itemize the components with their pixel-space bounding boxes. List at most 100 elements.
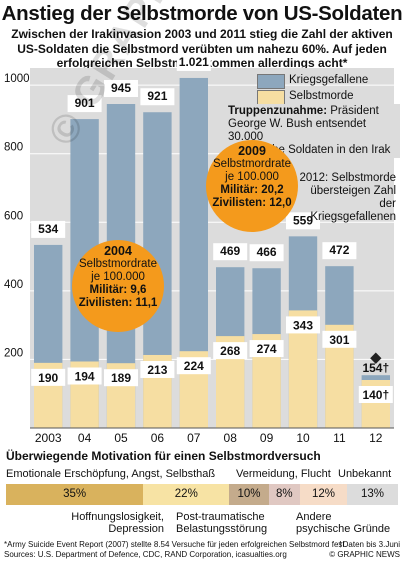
footnote-date: †Daten bis 3.Juni — [338, 540, 400, 549]
y-tick-label: 600 — [4, 210, 23, 222]
note-text: übersteigen Zahl der — [310, 185, 396, 210]
y-tick-label: 1000 — [4, 73, 30, 85]
data-label-selbstmorde: 343 — [293, 318, 313, 332]
bar-chart: 200 400 600 800 1000 534 190 2003 901 194 04 945 189… — [4, 53, 394, 445]
data-label-selbstmorde: 268 — [220, 344, 240, 358]
label-box — [249, 244, 284, 262]
data-label-kriegsgefallene: 534 — [38, 222, 58, 236]
motivation-segment: 35% — [6, 484, 144, 505]
label-box — [31, 220, 66, 238]
bubble-line: Selbstmordrate — [213, 158, 291, 170]
label-line: Hoffnungslosigkeit, — [71, 511, 164, 523]
label-box — [140, 360, 175, 378]
label-box — [176, 53, 211, 71]
data-label-kriegsgefallene: 1.021 — [179, 55, 209, 69]
legend-key-kriegsgefallene — [257, 74, 285, 89]
legend-label-selbstmorde: Selbstmorde — [289, 90, 354, 102]
motivation-segment: 12% — [300, 484, 348, 505]
data-label-selbstmorde: 140† — [362, 388, 389, 402]
x-tick-label: 07 — [187, 431, 201, 445]
note-text: Präsident — [327, 105, 379, 117]
label-box — [176, 357, 211, 375]
motivation-top-label: Unbekannt — [338, 468, 392, 480]
data-label-selbstmorde: 213 — [147, 363, 167, 377]
motivation-segment: 13% — [347, 484, 398, 505]
note-2012: 2012: Selbstmorde übersteigen Zahl der K… — [292, 172, 396, 224]
x-tick-label: 12 — [369, 431, 383, 445]
label-line: Depression — [108, 523, 164, 535]
bubble-line: Militär: 20,2 — [220, 184, 284, 196]
label-box — [322, 330, 357, 348]
label-box — [322, 242, 357, 260]
bubble-year: 2009 — [238, 144, 266, 158]
data-label-kriegsgefallene: 945 — [111, 81, 131, 95]
bubble-line: Zivilisten: 12,0 — [212, 197, 292, 209]
subtitle-line: Zwischen der Irakinvasion 2003 und 2011 … — [11, 27, 393, 41]
motivation-bottom-label: Andere psychische Gründe — [296, 511, 390, 535]
data-label-kriegsgefallene: 559 — [293, 213, 313, 227]
bubble-line: Zivilisten: 11,1 — [78, 297, 158, 309]
y-tick-label: 800 — [4, 142, 23, 154]
data-label-kriegsgefallene: 921 — [147, 89, 167, 103]
data-label-selbstmorde: 190 — [38, 371, 58, 385]
data-label-selbstmorde: 274 — [257, 342, 277, 356]
x-tick-label: 10 — [296, 431, 310, 445]
label-box — [31, 368, 66, 386]
motivation-segment: 8% — [268, 484, 300, 505]
subtitle-line: US-Soldaten die Selbstmord verübten um n… — [17, 41, 387, 56]
label-line: psychische Gründe — [296, 523, 391, 535]
label-box — [67, 367, 102, 385]
data-label-selbstmorde: 224 — [184, 359, 204, 373]
label-line: Post-traumatische — [176, 511, 265, 523]
motivation-segment: 10% — [229, 484, 269, 505]
data-label-selbstmorde: 194 — [75, 369, 95, 383]
bubble-line: Selbstmordrate — [79, 258, 157, 270]
note-text: Kriegsgefallenen — [310, 211, 396, 223]
note-heading: Truppenzunahme: — [228, 105, 328, 117]
data-label-selbstmorde: 189 — [111, 371, 131, 385]
x-tick-label: 05 — [114, 431, 128, 445]
motivation-title: Überwiegende Motivation für einen Selbst… — [6, 449, 321, 463]
label-box — [213, 342, 248, 360]
bubble-line: je 100.000 — [225, 171, 279, 183]
data-label-kriegsgefallene: 466 — [257, 245, 277, 259]
sources: Sources: U.S. Department of Defence, CDC… — [4, 550, 287, 559]
motivation-top-label: Vermeidung, Flucht — [236, 468, 331, 480]
legend-key-selbstmorde — [257, 90, 285, 105]
rate-bubble-2004: 2004 Selbstmordrate je 100.000 Militär: … — [72, 240, 164, 332]
data-label-kriegsgefallene: 901 — [75, 96, 95, 110]
x-tick-label: 09 — [260, 431, 274, 445]
motivation-bottom-label: Post-traumatische Belastungsstörung — [176, 511, 267, 535]
label-line: Belastungsstörung — [176, 523, 268, 535]
rate-bubble-2009: 2009 Selbstmordrate je 100.000 Militär: … — [206, 140, 298, 232]
label-box — [104, 80, 138, 97]
label-box — [213, 243, 248, 261]
label-box — [286, 316, 320, 334]
label-box — [358, 386, 393, 403]
label-box — [67, 95, 102, 113]
y-tick-label: 400 — [4, 279, 23, 291]
x-tick-label: 04 — [78, 431, 92, 445]
chart-title: Anstieg der Selbstmorde von US-Soldaten — [1, 2, 403, 25]
label-box — [249, 340, 284, 358]
bubble-year: 2004 — [104, 244, 132, 258]
motivation-segment: 22% — [143, 484, 230, 505]
bubble-line: je 100.000 — [91, 271, 145, 283]
label-line: Andere — [296, 511, 332, 523]
data-label-kriegsgefallene: 469 — [220, 244, 240, 258]
marker-diamond — [370, 352, 382, 364]
data-label-kriegsgefallene: 154† — [362, 361, 389, 375]
data-label-kriegsgefallene: 472 — [329, 243, 349, 257]
bubble-line: Militär: 9,6 — [89, 284, 147, 296]
legend-label-kriegsgefallene: Kriegsgefallene — [289, 74, 369, 86]
footnote: *Army Suicide Event Report (2007) stellt… — [4, 540, 347, 549]
motivation-bottom-label: Hoffnungslosigkeit, Depression — [64, 511, 164, 535]
copyright: © GRAPHIC NEWS — [329, 550, 400, 559]
x-tick-label: 2003 — [35, 431, 62, 445]
x-tick-label: 08 — [224, 431, 238, 445]
x-tick-label: 06 — [151, 431, 165, 445]
label-box — [104, 369, 138, 387]
label-box — [140, 88, 175, 106]
y-tick-label: 200 — [4, 347, 23, 359]
data-label-selbstmorde: 301 — [329, 333, 349, 347]
